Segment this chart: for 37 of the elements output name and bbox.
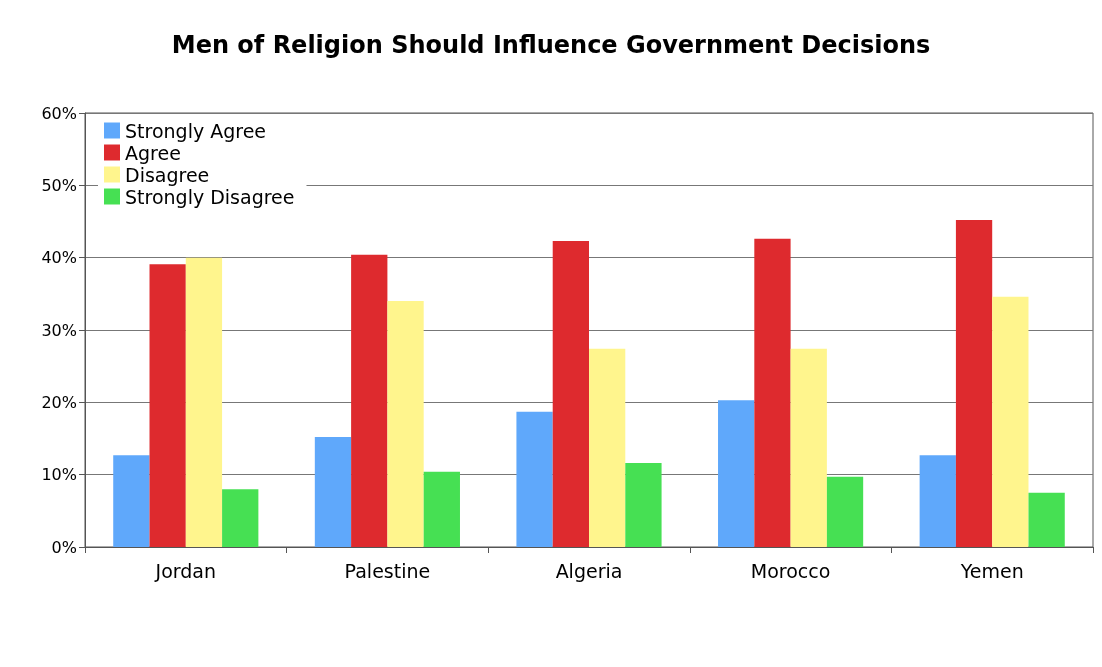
bar bbox=[149, 264, 186, 547]
bar bbox=[589, 348, 626, 547]
bar bbox=[387, 301, 424, 547]
y-tick-label: 20% bbox=[41, 392, 77, 412]
bar bbox=[955, 220, 993, 547]
bar bbox=[754, 238, 791, 547]
bar bbox=[185, 257, 223, 547]
bar bbox=[314, 437, 352, 547]
bar bbox=[826, 476, 864, 547]
x-tick-label: Palestine bbox=[344, 559, 431, 582]
bar bbox=[222, 489, 259, 547]
x-tick-label: Jordan bbox=[154, 559, 217, 582]
bar bbox=[113, 455, 150, 547]
bar bbox=[351, 254, 388, 547]
bar bbox=[625, 463, 662, 547]
y-tick-label: 10% bbox=[41, 465, 77, 485]
y-tick-label: 0% bbox=[51, 537, 77, 557]
bar bbox=[919, 455, 956, 547]
legend-label: Disagree bbox=[125, 163, 210, 186]
x-tick-label: Morocco bbox=[750, 559, 831, 582]
legend-label: Strongly Agree bbox=[125, 119, 267, 142]
y-tick-label: 60% bbox=[41, 103, 77, 123]
bar bbox=[516, 411, 553, 547]
legend-label: Strongly Disagree bbox=[125, 185, 295, 208]
y-tick-label: 40% bbox=[41, 248, 77, 268]
bar bbox=[790, 348, 827, 547]
y-tick-label: 30% bbox=[41, 320, 77, 340]
bar bbox=[718, 400, 755, 547]
x-tick-label: Yemen bbox=[959, 559, 1024, 582]
y-tick-label: 50% bbox=[41, 175, 77, 195]
bar bbox=[1028, 492, 1065, 547]
chart-title: Men of Religion Should Influence Government Decisions bbox=[171, 31, 931, 59]
bar bbox=[423, 471, 460, 547]
legend-label: Agree bbox=[125, 141, 181, 164]
x-tick-label: Algeria bbox=[555, 559, 623, 582]
bar bbox=[992, 296, 1029, 547]
bar bbox=[552, 241, 589, 547]
